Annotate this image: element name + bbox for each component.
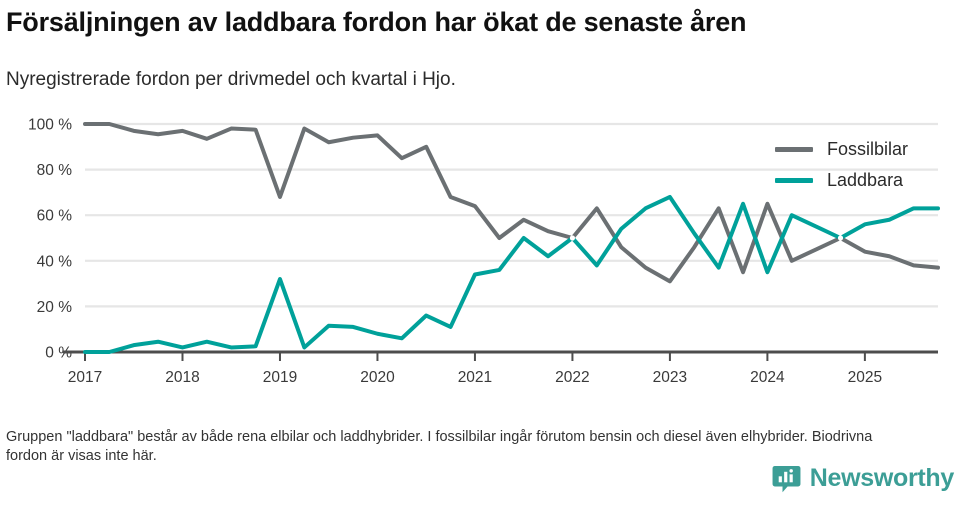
x-tick-label: 2025 — [848, 369, 882, 386]
x-axis — [63, 350, 938, 361]
x-tick-label: 2023 — [653, 369, 687, 386]
legend-swatch-fossilbilar — [775, 147, 813, 152]
chart-footnote: Gruppen "laddbara" består av både rena e… — [6, 429, 873, 464]
legend-label-fossilbilar: Fossilbilar — [827, 139, 909, 159]
series-line-fossilbilar — [83, 122, 940, 284]
x-tick-label: 2018 — [165, 369, 199, 386]
crossover-marker — [837, 235, 844, 241]
bar-chart-bubble-icon — [772, 465, 801, 493]
page-title: Försäljningen av laddbara fordon har öka… — [6, 7, 747, 37]
y-tick-label: 60 % — [37, 208, 73, 225]
y-axis-tick-labels: 0 % 20 % 40 % 60 % 80 % 100 % — [28, 117, 72, 362]
crossover-marker — [569, 235, 576, 241]
y-tick-label: 0 % — [45, 345, 72, 362]
y-tick-label: 40 % — [37, 253, 73, 270]
legend-item-laddbara[interactable]: Laddbara — [775, 165, 955, 196]
x-tick-label: 2022 — [555, 369, 589, 386]
crossover-markers — [569, 235, 844, 241]
data-series-lines — [83, 122, 940, 354]
y-tick-label: 100 % — [28, 117, 72, 134]
y-tick-label: 80 % — [37, 162, 73, 179]
x-tick-label: 2019 — [263, 369, 297, 386]
chart-plot-area: 0 % 20 % 40 % 60 % 80 % 100 % 2017 2018 2019 202… — [0, 104, 960, 394]
legend-swatch-laddbara — [775, 178, 813, 183]
x-axis-tick-labels: 2017 2018 2019 2020 2021 2022 2023 2024 2025 — [68, 369, 882, 386]
series-line-laddbara — [83, 194, 940, 354]
x-tick-label: 2021 — [458, 369, 492, 386]
legend-item-fossilbilar[interactable]: Fossilbilar — [775, 134, 955, 165]
y-tick-label: 20 % — [37, 299, 73, 316]
line-chart-svg: 0 % 20 % 40 % 60 % 80 % 100 % 2017 2018 2019 202… — [28, 117, 940, 386]
x-tick-label: 2024 — [750, 369, 785, 386]
x-tick-label: 2017 — [68, 369, 102, 386]
brand-wordmark: Newsworthy — [809, 464, 955, 492]
x-tick-label: 2020 — [360, 369, 395, 386]
chart-legend: Fossilbilar Laddbara — [775, 134, 955, 196]
legend-label-laddbara: Laddbara — [827, 170, 904, 190]
chart-subtitle: Nyregistrerade fordon per drivmedel och … — [6, 69, 456, 90]
newsworthy-logo[interactable]: Newsworthy — [772, 464, 954, 493]
